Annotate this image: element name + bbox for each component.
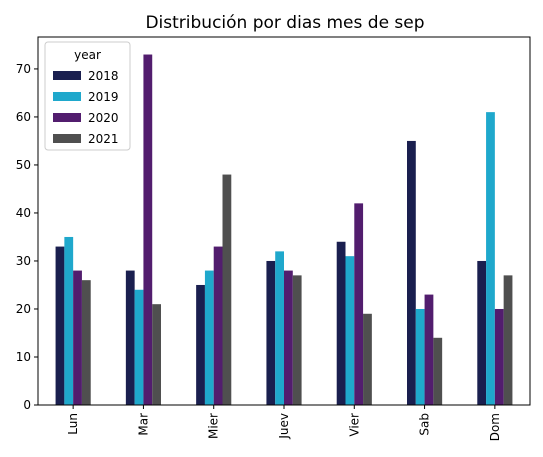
legend-swatch-2019 (53, 92, 81, 101)
bar-2019-Vier (345, 256, 355, 405)
axes-layer: 0 10 20 30 40 50 60 70 Lun Mar Mier Juev Vier Sab Dom (16, 36, 531, 441)
bar-2020-Lun (73, 270, 82, 405)
y-tick-label: 60 (16, 110, 31, 124)
bar-2018-Sab (407, 140, 416, 405)
y-tick-label: 70 (16, 62, 31, 76)
x-tick-label: Sab (418, 413, 432, 436)
y-tick-label: 10 (16, 350, 31, 364)
bar-2019-Mier (204, 270, 214, 405)
bar-2021-Lun (81, 280, 91, 405)
bar-2021-Mar (152, 304, 161, 405)
bar-2018-Mier (196, 284, 205, 405)
legend-swatch-2018 (53, 71, 81, 80)
bar-2019-Mar (134, 289, 144, 405)
bar-2020-Sab (424, 294, 434, 405)
bar-2020-Mar (143, 54, 153, 406)
legend-swatch-2021 (53, 134, 81, 143)
bars-layer (55, 54, 513, 406)
legend-swatch-2020 (53, 113, 81, 122)
bar-2021-Dom (503, 275, 513, 405)
chart-title: Distribución por dias mes de sep (145, 13, 424, 33)
bar-2020-Juev (284, 270, 293, 405)
x-tick-label: Mier (207, 413, 221, 439)
bar-2018-Vier (336, 241, 346, 405)
bar-2019-Dom (486, 112, 495, 405)
y-tick-label: 50 (16, 158, 31, 172)
legend-box (44, 41, 131, 151)
bar-2019-Lun (64, 236, 74, 405)
bar-2021-Vier (363, 313, 372, 405)
legend-label-2018: 2018 (88, 69, 119, 83)
x-tick-label: Mar (136, 413, 150, 436)
bar-2020-Mier (213, 246, 223, 405)
bar-2021-Sab (433, 337, 443, 405)
bar-2018-Lun (55, 246, 65, 405)
bar-2019-Juev (275, 251, 284, 405)
x-tick-label: Lun (66, 413, 80, 435)
bar-2021-Juev (292, 275, 302, 405)
bar-2018-Mar (125, 270, 135, 405)
legend-label-2020: 2020 (88, 111, 119, 125)
legend-label-2019: 2019 (88, 90, 119, 104)
bar-2020-Vier (354, 203, 364, 405)
x-tick-label: Vier (347, 413, 361, 437)
legend-title: year (74, 48, 101, 62)
bar-2021-Mier (222, 174, 232, 405)
legend: year 2018 2019 2020 2021 (44, 41, 131, 151)
bar-2018-Dom (477, 260, 487, 405)
bar-2019-Sab (415, 308, 425, 405)
bar-2020-Dom (494, 308, 504, 405)
y-tick-label: 30 (16, 254, 31, 268)
bar-2018-Juev (266, 260, 276, 405)
x-tick-label: Dom (488, 413, 502, 441)
y-tick-label: 40 (16, 206, 31, 220)
y-tick-label: 20 (16, 302, 31, 316)
y-tick-label: 0 (23, 398, 31, 412)
legend-label-2021: 2021 (88, 132, 119, 146)
x-tick-label: Juev (277, 413, 291, 440)
